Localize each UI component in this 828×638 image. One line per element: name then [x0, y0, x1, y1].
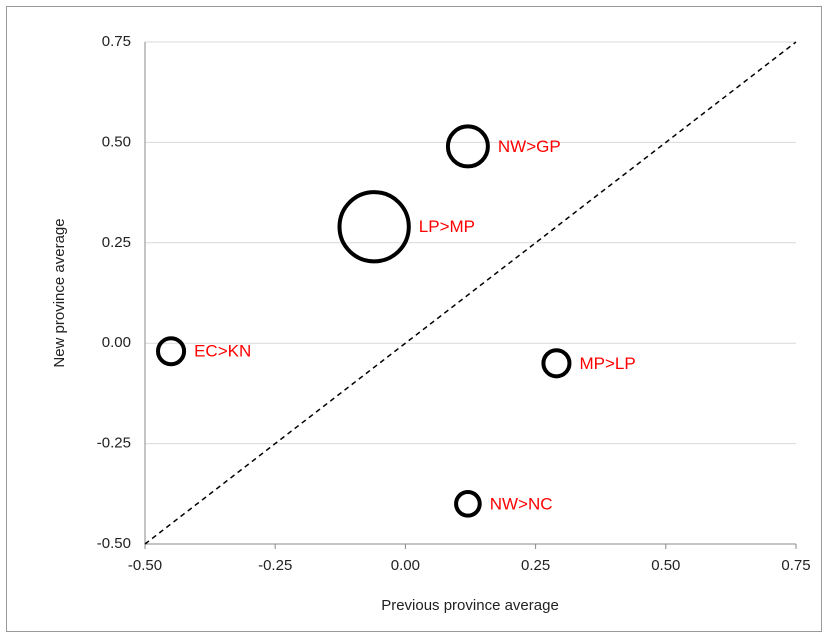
chart-border — [6, 6, 822, 632]
bubble — [156, 336, 187, 367]
x-tick-label: 0.25 — [521, 557, 550, 574]
bubble — [337, 190, 411, 264]
x-tick-label: -0.25 — [258, 557, 292, 574]
x-tick-label: -0.50 — [128, 557, 162, 574]
bubble — [541, 348, 572, 379]
y-axis-label: New province average — [51, 218, 68, 367]
x-tick-label: 0.50 — [651, 557, 680, 574]
point-label: NW>NC — [490, 494, 553, 513]
y-tick-label: 0.50 — [102, 133, 131, 150]
reference-line — [144, 41, 797, 545]
point-label: EC>KN — [194, 342, 251, 361]
point-label: MP>LP — [579, 354, 635, 373]
y-tick-label: 0.25 — [102, 234, 131, 251]
point-label: LP>MP — [419, 217, 475, 236]
x-axis-label: Previous province average — [381, 597, 559, 614]
y-tick-label: -0.50 — [97, 535, 131, 552]
bubble — [445, 124, 490, 169]
y-tick-label: 0.00 — [102, 334, 131, 351]
x-tick-label: 0.00 — [391, 557, 420, 574]
bubble — [454, 490, 482, 518]
y-tick-label: -0.25 — [97, 435, 131, 452]
point-label: NW>GP — [498, 137, 561, 156]
y-tick-label: 0.75 — [102, 33, 131, 50]
x-tick-label: 0.75 — [781, 557, 810, 574]
